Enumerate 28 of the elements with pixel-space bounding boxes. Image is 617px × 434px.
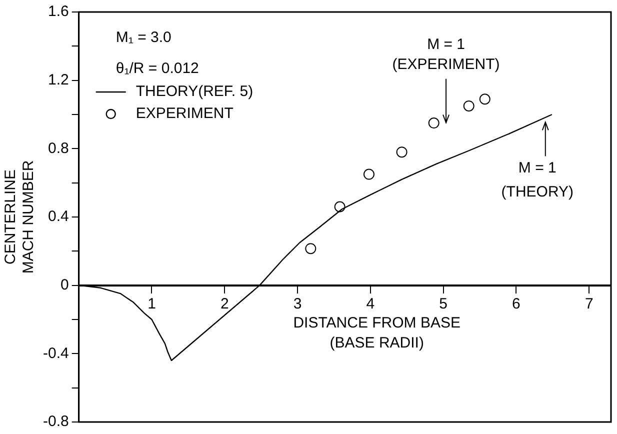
legend-label: EXPERIMENT [136, 105, 234, 122]
annotation: M = 1 (THEORY) [501, 159, 574, 200]
y-tick-label: -0.8 [42, 413, 69, 430]
point [363, 168, 374, 180]
y-tick-label: 1.6 [48, 3, 69, 20]
point [396, 146, 408, 158]
x-tick-label: 7 [584, 295, 594, 312]
y-tick-label: 0.8 [48, 140, 69, 157]
point [305, 243, 316, 254]
legend-label: THEORY(REF. 5) [136, 83, 254, 100]
x-tick-label: 3 [293, 295, 302, 312]
point [479, 94, 490, 105]
annotation: θ₁/R = 0.012 [116, 60, 199, 78]
y-tick-label: -0.4 [42, 344, 69, 362]
y-tick-label: 0 [60, 276, 69, 294]
x-tick-label: 6 [512, 295, 520, 312]
x-tick-label: 1 [148, 295, 156, 312]
point [463, 100, 474, 112]
y-tick-label: 1.2 [48, 71, 69, 88]
annotation: M = 1 (EXPERIMENT) [392, 36, 500, 73]
y-tick-label: 0.4 [48, 208, 69, 226]
y-axis-title: CENTERLINE MACH NUMBER [2, 160, 38, 274]
x-tick-label: 4 [366, 295, 375, 312]
annotation: M₁ = 3.0 [116, 29, 172, 46]
x-tick-label: 2 [220, 295, 229, 312]
point [428, 118, 440, 129]
x-tick-label: 5 [439, 295, 448, 312]
x-axis-title: DISTANCE FROM BASE (BASE RADII) [293, 314, 460, 352]
